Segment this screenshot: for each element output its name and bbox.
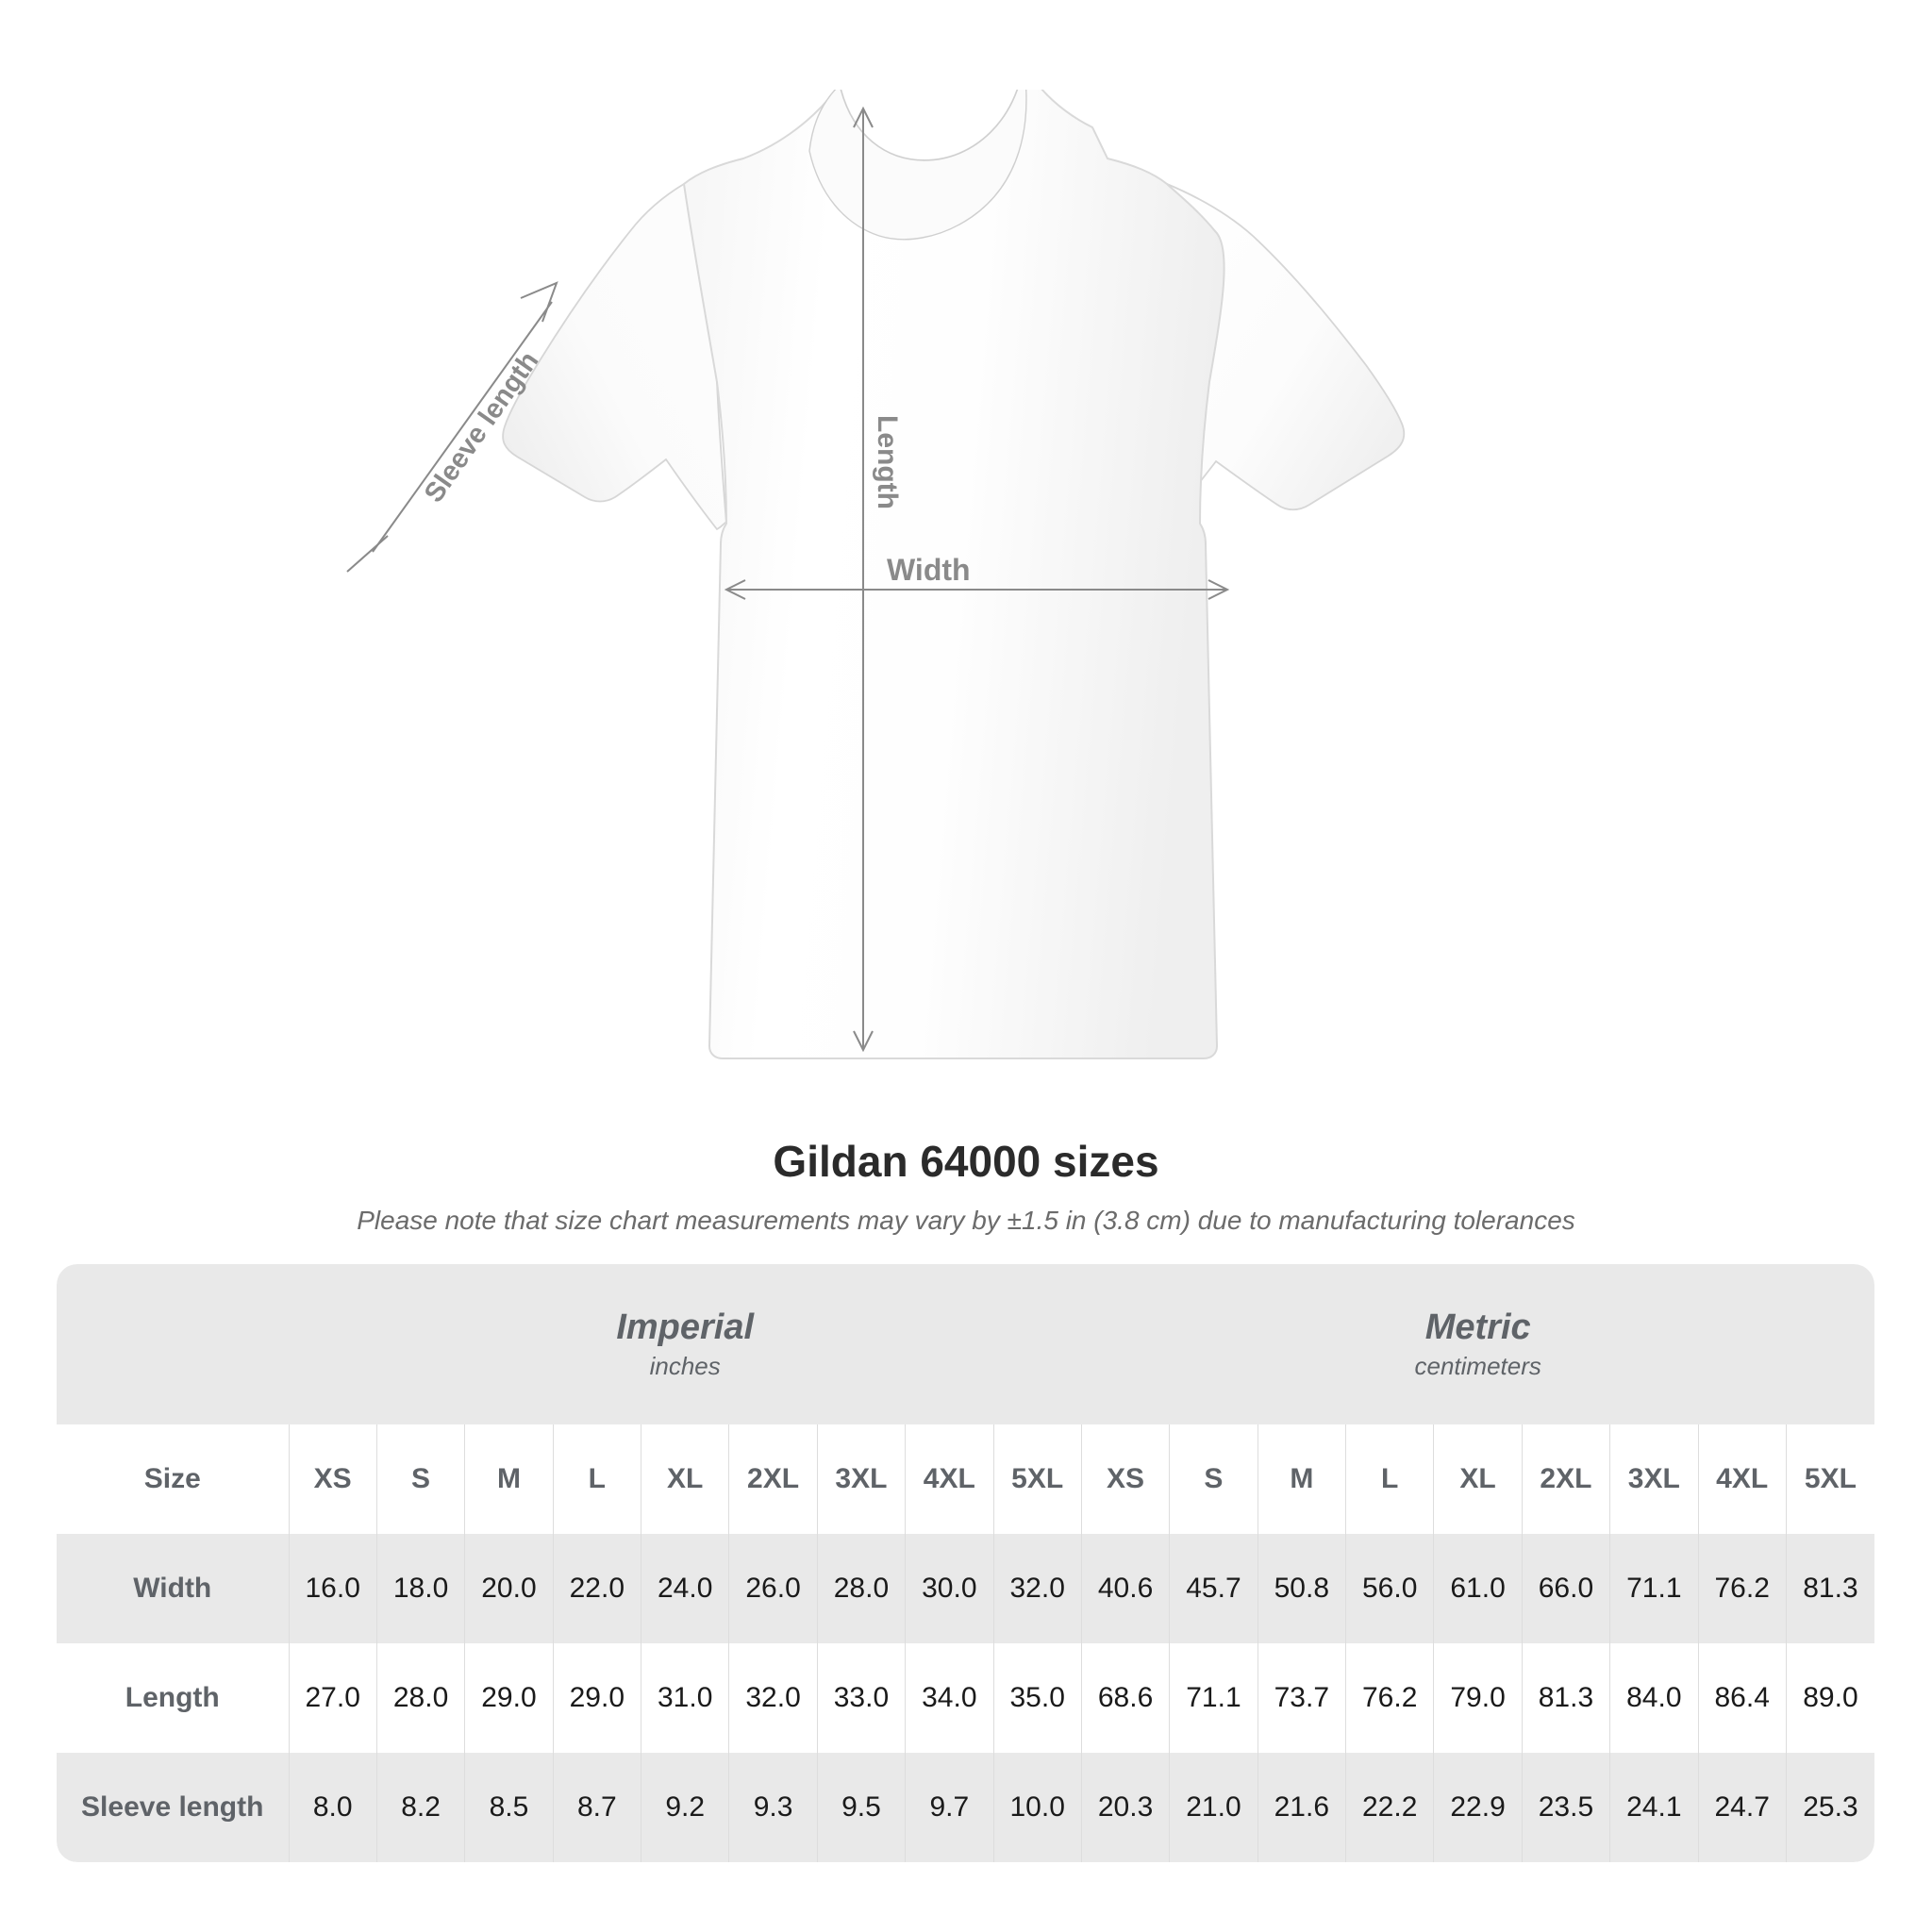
svg-text:Length: Length [872, 415, 903, 509]
svg-text:Width: Width [887, 553, 971, 587]
